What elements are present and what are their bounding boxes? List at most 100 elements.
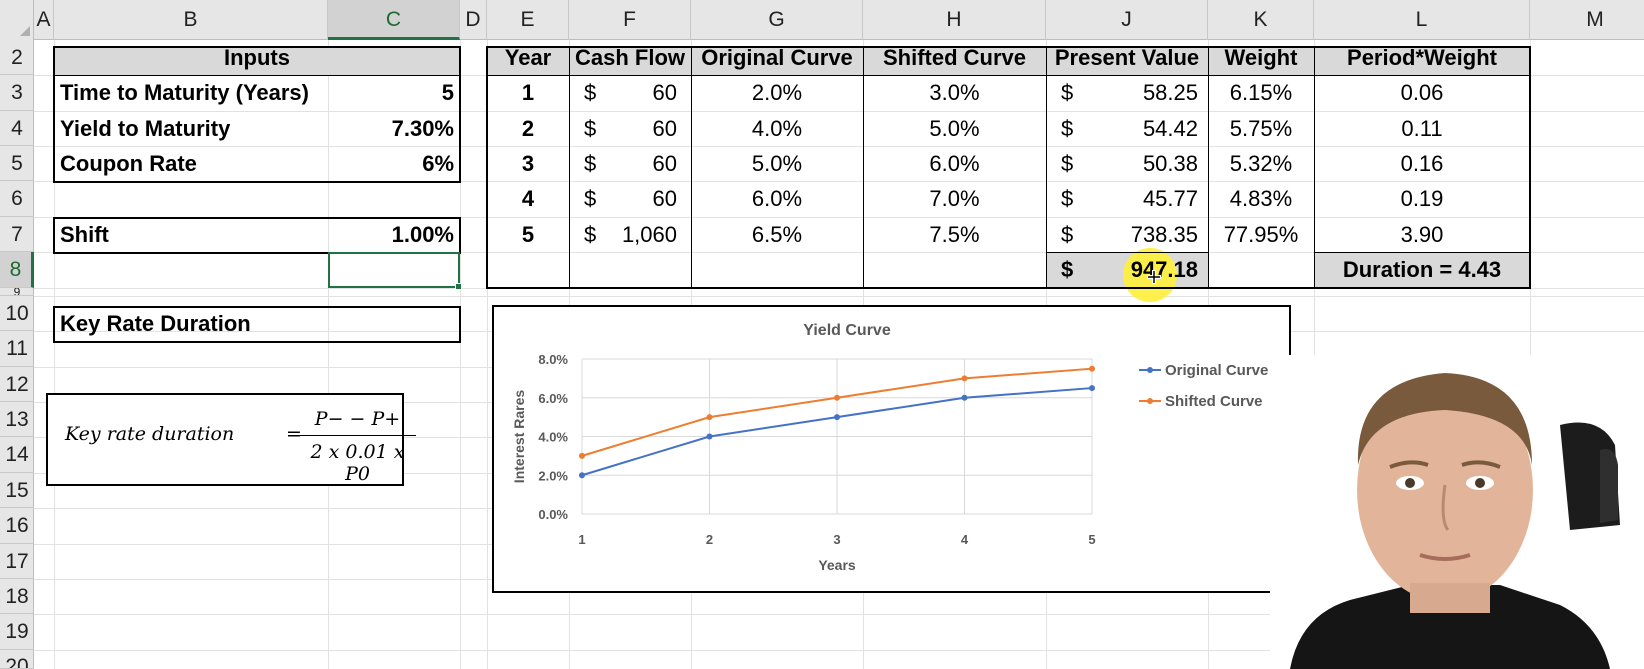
cash-flow-cell[interactable]: 60 <box>652 80 677 105</box>
row-header-2[interactable]: 2 <box>0 40 34 75</box>
y-tick-label: 4.0% <box>538 430 568 445</box>
period-weight-cell[interactable]: 0.11 <box>1401 115 1443 141</box>
ytm-label[interactable]: Yield to Maturity <box>60 115 231 141</box>
data-point <box>961 394 968 401</box>
row-header-8[interactable]: 8 <box>0 252 34 288</box>
legend-marker <box>1147 367 1153 373</box>
shifted-curve-cell[interactable]: 7.5% <box>929 221 980 247</box>
cash-flow-cell[interactable]: 1,060 <box>621 221 677 247</box>
border-line <box>569 46 570 289</box>
key-rate-duration-formula-image[interactable]: Key rate duration = P− − P+ 2 x 0.01 x P… <box>46 393 416 486</box>
header-year[interactable]: Year <box>504 44 552 70</box>
total-currency: $ <box>1061 257 1074 282</box>
present-value-cell[interactable]: 54.42 <box>1142 115 1198 141</box>
border-line <box>1208 46 1209 289</box>
ytm-value[interactable]: 7.30% <box>391 115 454 141</box>
column-header-h[interactable]: H <box>863 0 1046 40</box>
column-header-c[interactable]: C <box>328 0 460 40</box>
row-header-19[interactable]: 19 <box>0 614 34 650</box>
row-header-11[interactable]: 11 <box>0 331 34 367</box>
year-cell[interactable]: 2 <box>521 115 535 141</box>
gridline <box>34 181 1644 182</box>
weight-cell[interactable]: 77.95% <box>1223 221 1299 247</box>
fill-handle[interactable] <box>455 283 462 290</box>
original-curve-cell[interactable]: 4.0% <box>751 115 803 141</box>
header-period-weight[interactable]: Period*Weight <box>1347 44 1497 70</box>
yield-curve-chart[interactable]: Yield Curve 0.0% 2.0% 4.0% 6.0% 8.0% 1 2 3 4 5 Year… <box>492 305 1291 593</box>
shifted-curve-cell[interactable]: 7.0% <box>929 186 980 211</box>
cash-flow-cell[interactable]: 60 <box>652 150 677 176</box>
present-value-cell[interactable]: 58.25 <box>1142 80 1198 105</box>
row-header-17[interactable]: 17 <box>0 544 34 579</box>
present-value-cell[interactable]: 45.77 <box>1142 186 1198 211</box>
row-header-15[interactable]: 15 <box>0 473 34 508</box>
year-cell[interactable]: 4 <box>521 186 535 211</box>
header-original-curve[interactable]: Original Curve <box>701 44 853 70</box>
header-present-value[interactable]: Present Value <box>1054 44 1200 70</box>
duration-result[interactable]: Duration = 4.43 <box>1342 257 1502 282</box>
column-header-a[interactable]: A <box>34 0 54 40</box>
column-header-e[interactable]: E <box>487 0 569 40</box>
row-header-18[interactable]: 18 <box>0 579 34 614</box>
column-header-k[interactable]: K <box>1208 0 1314 40</box>
active-cell-c8[interactable] <box>328 252 460 288</box>
year-cell[interactable]: 3 <box>521 150 535 176</box>
row-header-6[interactable]: 6 <box>0 181 34 217</box>
row-header-10[interactable]: 10 <box>0 296 34 331</box>
inputs-header[interactable]: Inputs <box>224 44 290 70</box>
header-weight[interactable]: Weight <box>1224 44 1298 70</box>
year-cell[interactable]: 5 <box>521 221 535 247</box>
period-weight-cell[interactable]: 3.90 <box>1400 221 1444 247</box>
row-header-3[interactable]: 3 <box>0 75 34 111</box>
column-header-d[interactable]: D <box>460 0 487 40</box>
x-tick-label: 1 <box>578 532 585 547</box>
row-header-9[interactable]: 9 <box>0 288 34 296</box>
column-header-b[interactable]: B <box>54 0 328 40</box>
shift-label[interactable]: Shift <box>60 221 109 247</box>
row-header-20[interactable]: 20 <box>0 650 34 669</box>
period-weight-cell[interactable]: 0.06 <box>1400 80 1444 105</box>
row-header-14[interactable]: 14 <box>0 437 34 473</box>
weight-cell[interactable]: 6.15% <box>1229 80 1293 105</box>
original-curve-cell[interactable]: 2.0% <box>751 80 803 105</box>
shift-value[interactable]: 1.00% <box>391 221 454 247</box>
coupon-label[interactable]: Coupon Rate <box>60 150 197 176</box>
shifted-curve-cell[interactable]: 3.0% <box>929 80 980 105</box>
header-cash-flow[interactable]: Cash Flow <box>574 44 685 70</box>
x-axis-label: Years <box>818 557 856 573</box>
ttm-value[interactable]: 5 <box>441 80 454 105</box>
year-cell[interactable]: 1 <box>521 80 535 105</box>
border-line <box>53 75 461 76</box>
total-present-value[interactable]: 947.18 <box>1130 257 1198 282</box>
cf-currency: $ <box>584 115 597 141</box>
weight-cell[interactable]: 5.32% <box>1229 150 1293 176</box>
original-curve-cell[interactable]: 5.0% <box>751 150 803 176</box>
period-weight-cell[interactable]: 0.16 <box>1400 150 1444 176</box>
row-header-13[interactable]: 13 <box>0 402 34 437</box>
ttm-label[interactable]: Time to Maturity (Years) <box>60 80 309 105</box>
cash-flow-cell[interactable]: 60 <box>652 186 677 211</box>
weight-cell[interactable]: 5.75% <box>1229 115 1293 141</box>
column-header-l[interactable]: L <box>1314 0 1530 40</box>
column-header-f[interactable]: F <box>569 0 691 40</box>
original-curve-cell[interactable]: 6.5% <box>751 221 803 247</box>
original-curve-cell[interactable]: 6.0% <box>751 186 803 211</box>
row-header-5[interactable]: 5 <box>0 146 34 181</box>
cash-flow-cell[interactable]: 60 <box>652 115 677 141</box>
shifted-curve-cell[interactable]: 5.0% <box>929 115 980 141</box>
row-header-7[interactable]: 7 <box>0 217 34 252</box>
row-header-16[interactable]: 16 <box>0 508 34 544</box>
krd-label[interactable]: Key Rate Duration <box>60 310 251 336</box>
period-weight-cell[interactable]: 0.19 <box>1400 186 1444 211</box>
coupon-value[interactable]: 6% <box>422 150 454 176</box>
row-header-4[interactable]: 4 <box>0 111 34 146</box>
column-header-j[interactable]: J <box>1046 0 1208 40</box>
weight-cell[interactable]: 4.83% <box>1229 186 1293 211</box>
present-value-cell[interactable]: 50.38 <box>1142 150 1198 176</box>
column-header-g[interactable]: G <box>691 0 863 40</box>
column-header-m[interactable]: M <box>1586 8 1604 31</box>
shifted-curve-cell[interactable]: 6.0% <box>929 150 980 176</box>
header-shifted-curve[interactable]: Shifted Curve <box>882 44 1027 70</box>
row-header-12[interactable]: 12 <box>0 367 34 402</box>
present-value-cell[interactable]: 738.35 <box>1130 221 1198 247</box>
